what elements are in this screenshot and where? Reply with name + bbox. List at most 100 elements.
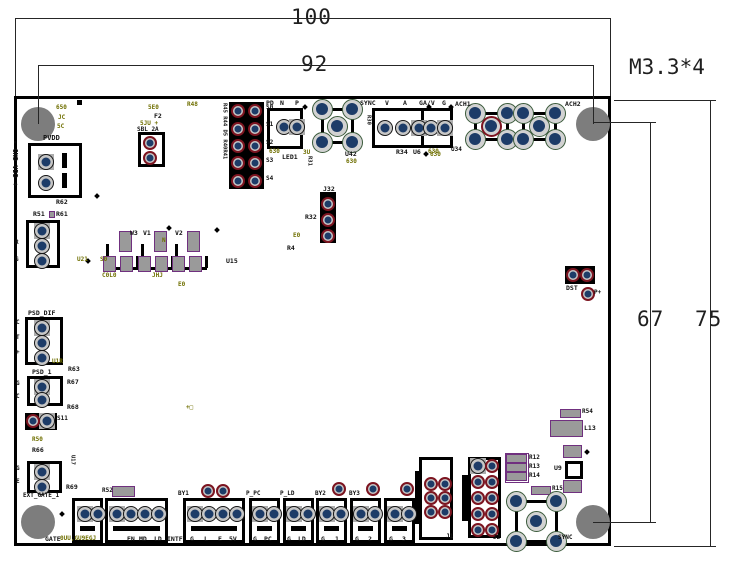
smd-part xyxy=(172,256,185,272)
ring-pad xyxy=(231,139,245,153)
silk-label: PVDD xyxy=(43,134,60,142)
silk-label: EXT_GATE_1 xyxy=(23,492,60,499)
ring-pad xyxy=(471,475,485,489)
through-hole-pad xyxy=(123,506,139,522)
silk-label: PC xyxy=(264,535,272,543)
silk-label: R13 xyxy=(529,463,540,470)
ring-pad xyxy=(201,484,215,498)
silk-label: R54 xyxy=(582,408,593,415)
silk-line xyxy=(322,108,352,111)
silk-label: P_LD xyxy=(280,490,295,497)
ring-pad xyxy=(231,156,245,170)
ring-pad xyxy=(471,491,485,505)
large-pad xyxy=(341,131,363,153)
smd-part xyxy=(563,480,582,493)
ring-pad xyxy=(321,213,335,227)
dimension-line xyxy=(593,522,656,523)
silk-label: A xyxy=(403,99,407,107)
dimension-width-label: 100 xyxy=(288,5,335,29)
smd-part xyxy=(155,256,168,272)
black-block xyxy=(392,526,407,531)
silk-label: S1 xyxy=(266,121,274,128)
large-pad xyxy=(512,128,534,150)
through-hole-pad xyxy=(470,458,486,474)
through-hole-pad xyxy=(38,154,54,170)
silk-label: R14 xyxy=(529,472,540,479)
through-hole-pad xyxy=(437,120,453,136)
ring-pad xyxy=(321,197,335,211)
ring-pad xyxy=(438,477,452,491)
through-hole-pad xyxy=(34,335,50,351)
silk-label: V2 xyxy=(175,229,183,237)
through-hole-pad xyxy=(266,506,282,522)
smd-part xyxy=(189,256,202,272)
large-pad xyxy=(544,128,566,150)
silk-line xyxy=(554,113,557,139)
silk-label: R45 R44 D5 R40R41 xyxy=(221,103,228,160)
silk-label: V1 xyxy=(143,229,151,237)
dimension-line xyxy=(593,122,656,123)
silk-label: C xyxy=(16,319,20,326)
ring-pad xyxy=(485,523,499,537)
mounting-hole xyxy=(21,505,55,539)
silk-label: 5V xyxy=(229,535,237,543)
dimension-line xyxy=(15,18,610,19)
through-hole-pad xyxy=(34,392,50,408)
silk-label: MD xyxy=(139,535,147,543)
silk-label: JC xyxy=(58,114,66,121)
silk-label: S2 xyxy=(266,139,274,146)
ring-pad xyxy=(216,484,230,498)
ring-pad xyxy=(400,482,414,496)
silk-label: JHJ xyxy=(152,272,163,279)
through-hole-pad xyxy=(387,506,403,522)
ring-pad xyxy=(332,482,346,496)
large-pad xyxy=(341,98,363,120)
dimension-line xyxy=(38,65,593,66)
ring-pad xyxy=(366,482,380,496)
silk-label: 5C xyxy=(57,123,65,130)
silk-label: BY3 xyxy=(349,490,360,497)
silk-label: R69 xyxy=(66,483,78,491)
ring-pad xyxy=(424,477,438,491)
silk-label: 630 xyxy=(346,158,357,165)
through-hole-pad xyxy=(289,119,305,135)
silk-label: 3 xyxy=(402,535,406,543)
silk-label: N xyxy=(280,99,284,107)
through-hole-pad xyxy=(34,253,50,269)
large-pad xyxy=(311,98,333,120)
large-pad xyxy=(505,530,527,552)
silk-line xyxy=(515,501,518,541)
silk-line xyxy=(516,500,556,503)
silk-line xyxy=(506,113,509,139)
silk-label: G xyxy=(253,535,257,543)
smd-part xyxy=(563,445,582,458)
through-hole-pad xyxy=(300,506,316,522)
smd-part xyxy=(103,256,116,272)
mounting-spec-label: M3.3*4 xyxy=(626,55,708,79)
silk-label: G xyxy=(190,535,194,543)
ring-pad xyxy=(471,507,485,521)
silk-label: L xyxy=(204,535,208,543)
silk-label: PSD_1 xyxy=(32,368,52,376)
silk-label: R48 xyxy=(187,101,198,108)
silk-label: R15 xyxy=(552,485,563,492)
silk-label: + xyxy=(16,349,20,356)
through-hole-pad xyxy=(34,464,50,480)
silk-line xyxy=(351,109,354,142)
smd-part xyxy=(531,486,551,495)
silk-label: R34 xyxy=(396,148,408,156)
silk-line xyxy=(474,113,477,139)
silk-label: N xyxy=(162,237,166,244)
through-hole-pad xyxy=(276,119,292,135)
large-pad xyxy=(311,131,333,153)
smd-part xyxy=(138,256,151,272)
silk-label: R32 xyxy=(305,213,317,221)
dimension-line xyxy=(710,100,711,546)
silk-label: G xyxy=(287,535,291,543)
ring-pad xyxy=(248,174,262,188)
silk-label: S0 xyxy=(100,256,108,263)
silk-label: R4 xyxy=(287,244,295,252)
silk-label: - GND VDD + xyxy=(11,140,19,187)
silk-label: SBL 2A xyxy=(137,126,159,133)
ring-pad xyxy=(485,507,499,521)
